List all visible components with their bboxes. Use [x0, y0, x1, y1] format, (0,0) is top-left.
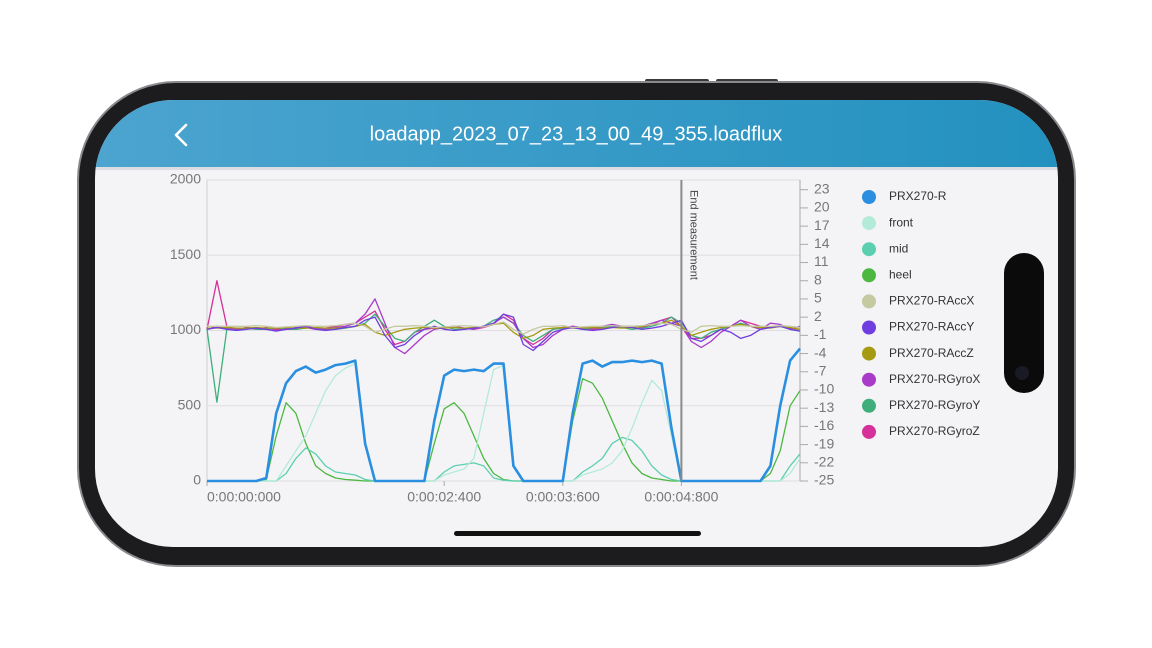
- legend-label: heel: [889, 267, 912, 281]
- x-tick-label: 0:00:00:000: [207, 489, 281, 505]
- legend-swatch: [862, 372, 876, 387]
- legend-swatch: [862, 424, 876, 439]
- x-tick-label: 0:00:03:600: [526, 489, 600, 505]
- legend-label: PRX270-RGyroX: [889, 372, 980, 386]
- y2-tick-label: -25: [814, 472, 834, 488]
- legend-swatch: [862, 216, 876, 231]
- y2-tick-label: -7: [814, 362, 827, 378]
- legend-swatch: [862, 398, 876, 413]
- y2-tick-label: 23: [814, 180, 830, 196]
- legend-swatch: [862, 268, 876, 283]
- y-tick-label: 1000: [170, 321, 201, 337]
- legend-label: PRX270-RAccX: [889, 294, 974, 308]
- y2-tick-label: 20: [814, 199, 830, 215]
- legend-label: mid: [889, 241, 908, 255]
- legend-label: PRX270-RGyroZ: [889, 424, 980, 438]
- y2-tick-label: -13: [814, 399, 834, 415]
- y-tick-label: 2000: [170, 171, 201, 187]
- series-line: [207, 347, 802, 483]
- legend-label: front: [889, 215, 914, 229]
- y2-tick-label: -10: [814, 381, 834, 397]
- y2-tick-label: 17: [814, 217, 830, 233]
- legend-swatch: [862, 294, 876, 309]
- legend-label: PRX270-RAccY: [889, 320, 974, 334]
- header-shadow: [95, 167, 1058, 170]
- x-tick-label: 0:00:02:400: [407, 489, 481, 505]
- legend-swatch: [862, 346, 876, 361]
- end-marker-label: End measurement: [687, 190, 699, 280]
- series-line: [206, 313, 801, 352]
- legend-swatch: [862, 242, 876, 257]
- header-bar: [95, 100, 1058, 167]
- legend-label: PRX270-R: [889, 189, 947, 203]
- series-line: [207, 321, 801, 335]
- legend-label: PRX270-RAccZ: [889, 346, 974, 360]
- camera-island: [1004, 253, 1044, 393]
- y2-tick-label: 11: [814, 253, 829, 269]
- y2-tick-label: 8: [814, 271, 822, 287]
- y-tick-label: 1500: [170, 246, 201, 262]
- y2-tick-label: -22: [814, 453, 834, 469]
- y2-tick-label: -19: [814, 435, 834, 451]
- camera-lens: [1015, 366, 1029, 380]
- back-button[interactable]: [174, 123, 188, 147]
- y2-tick-label: 5: [814, 290, 822, 306]
- legend-swatch: [862, 190, 876, 204]
- y2-tick-label: 2: [814, 308, 822, 324]
- legend-label: PRX270-RGyroY: [889, 398, 980, 412]
- series-line: [207, 319, 801, 340]
- y-tick-label: 500: [178, 396, 202, 412]
- y2-tick-label: 14: [814, 235, 830, 251]
- screen-title: loadapp_2023_07_23_13_00_49_355.loadflux: [370, 123, 783, 145]
- y-tick-label: 0: [193, 472, 201, 488]
- legend-swatch: [862, 320, 876, 335]
- home-indicator: [454, 531, 701, 536]
- y2-tick-label: -1: [814, 326, 827, 342]
- x-tick-label: 0:00:04:800: [644, 489, 718, 505]
- chart: 0 500 1000 1500 2000 23 20 17 14 11 8 5 2 -1 -4 -7 -10 -1…: [170, 171, 981, 505]
- y2-tick-label: -16: [814, 417, 834, 433]
- y2-tick-label: -4: [814, 344, 827, 360]
